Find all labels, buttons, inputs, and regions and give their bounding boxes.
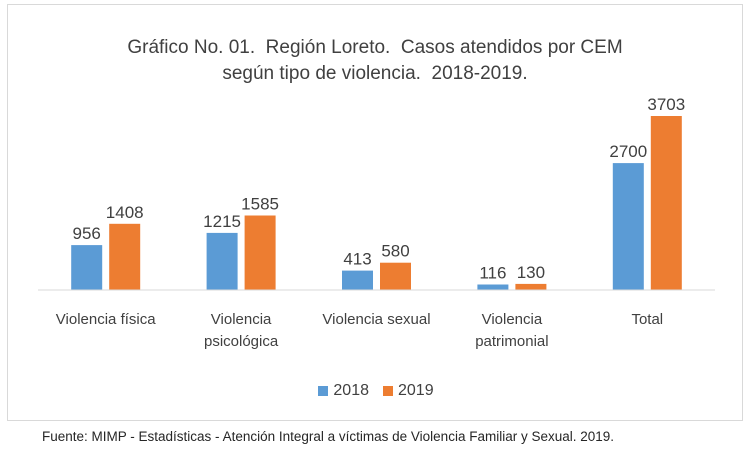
legend-item-2019: 2019: [383, 382, 434, 400]
data-label-2018-3: 116: [479, 264, 506, 283]
bar-2019-2: [380, 262, 411, 290]
legend-label-2018: 2018: [333, 382, 369, 399]
bar-2019-3: [515, 283, 547, 290]
chart-title-line-1: Gráfico No. 01. Región Loreto. Casos ate…: [127, 37, 623, 58]
data-label-2019-2: 580: [381, 242, 409, 261]
legend-swatch-2019: [383, 386, 393, 396]
data-label-2019-1: 1585: [241, 195, 279, 214]
category-label-1-0: Violencia: [211, 311, 272, 328]
category-label-3-1: patrimonial: [475, 333, 548, 350]
source-note: Fuente: MIMP - Estadísticas - Atención I…: [42, 429, 615, 444]
data-label-2019-3: 130: [517, 263, 545, 282]
data-label-2018-0: 956: [73, 224, 101, 243]
bar-2019-1: [244, 215, 276, 290]
bar-2018-2: [342, 270, 373, 290]
category-label-0-0: Violencia física: [56, 311, 156, 328]
bar-2019-0: [109, 223, 141, 290]
bar-2018-4: [612, 163, 644, 290]
bar-2018-3: [477, 284, 509, 290]
legend: 2018 2019: [0, 382, 750, 400]
category-label-3-0: Violencia: [482, 311, 543, 328]
data-label-2019-0: 1408: [106, 203, 144, 222]
chart-title-line-2: según tipo de violencia. 2018-2019.: [222, 63, 528, 84]
data-label-2018-2: 413: [343, 250, 371, 269]
chart-title: Gráfico No. 01. Región Loreto. Casos ate…: [0, 35, 750, 87]
data-label-2018-1: 1215: [203, 212, 241, 231]
bar-2018-0: [71, 245, 103, 290]
bar-2018-1: [206, 232, 238, 290]
bar-2019-4: [650, 116, 682, 290]
legend-label-2019: 2019: [398, 382, 434, 399]
category-label-4-0: Total: [631, 311, 663, 328]
data-label-2019-4: 3703: [647, 95, 685, 114]
legend-swatch-2018: [318, 386, 329, 396]
data-label-2018-4: 2700: [609, 142, 647, 161]
category-label-1-1: psicológica: [204, 333, 279, 350]
legend-item-2018: 2018: [318, 382, 369, 400]
bars-group: [71, 116, 682, 290]
category-label-2-0: Violencia sexual: [322, 311, 430, 328]
